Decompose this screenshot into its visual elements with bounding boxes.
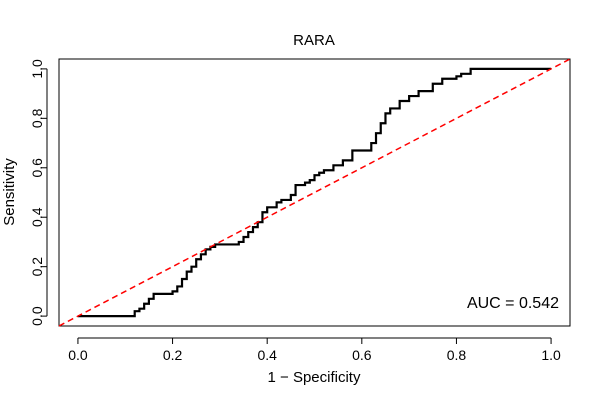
x-axis-label: 1 − Specificity <box>268 369 361 386</box>
plot-frame <box>58 58 571 327</box>
y-axis: 0.0 0.2 0.4 0.6 0.8 1.0 <box>29 59 48 326</box>
roc-curve <box>77 67 552 318</box>
x-tick-label: 0.8 <box>447 347 467 363</box>
y-axis-label: Sensitivity <box>1 158 18 226</box>
y-tick-label: 0.4 <box>29 207 45 227</box>
x-tick-label: 0.4 <box>257 347 277 363</box>
y-tick-label: 0.2 <box>29 257 45 277</box>
y-tick-label: 1.0 <box>29 59 45 79</box>
reference-diagonal-line <box>58 58 571 327</box>
y-tick-label: 0.8 <box>29 108 45 128</box>
x-tick-label: 0.6 <box>352 347 372 363</box>
chart-title: RARA <box>293 32 335 49</box>
x-tick-label: 0.0 <box>68 347 88 363</box>
x-tick-label: 0.2 <box>163 347 183 363</box>
x-tick-label: 1.0 <box>541 347 561 363</box>
series-layer <box>58 58 571 327</box>
x-axis: 0.0 0.2 0.4 0.6 0.8 1.0 <box>68 337 561 363</box>
y-tick-label: 0.6 <box>29 158 45 178</box>
y-tick-label: 0.0 <box>29 306 45 326</box>
auc-annotation: AUC = 0.542 <box>467 295 559 312</box>
